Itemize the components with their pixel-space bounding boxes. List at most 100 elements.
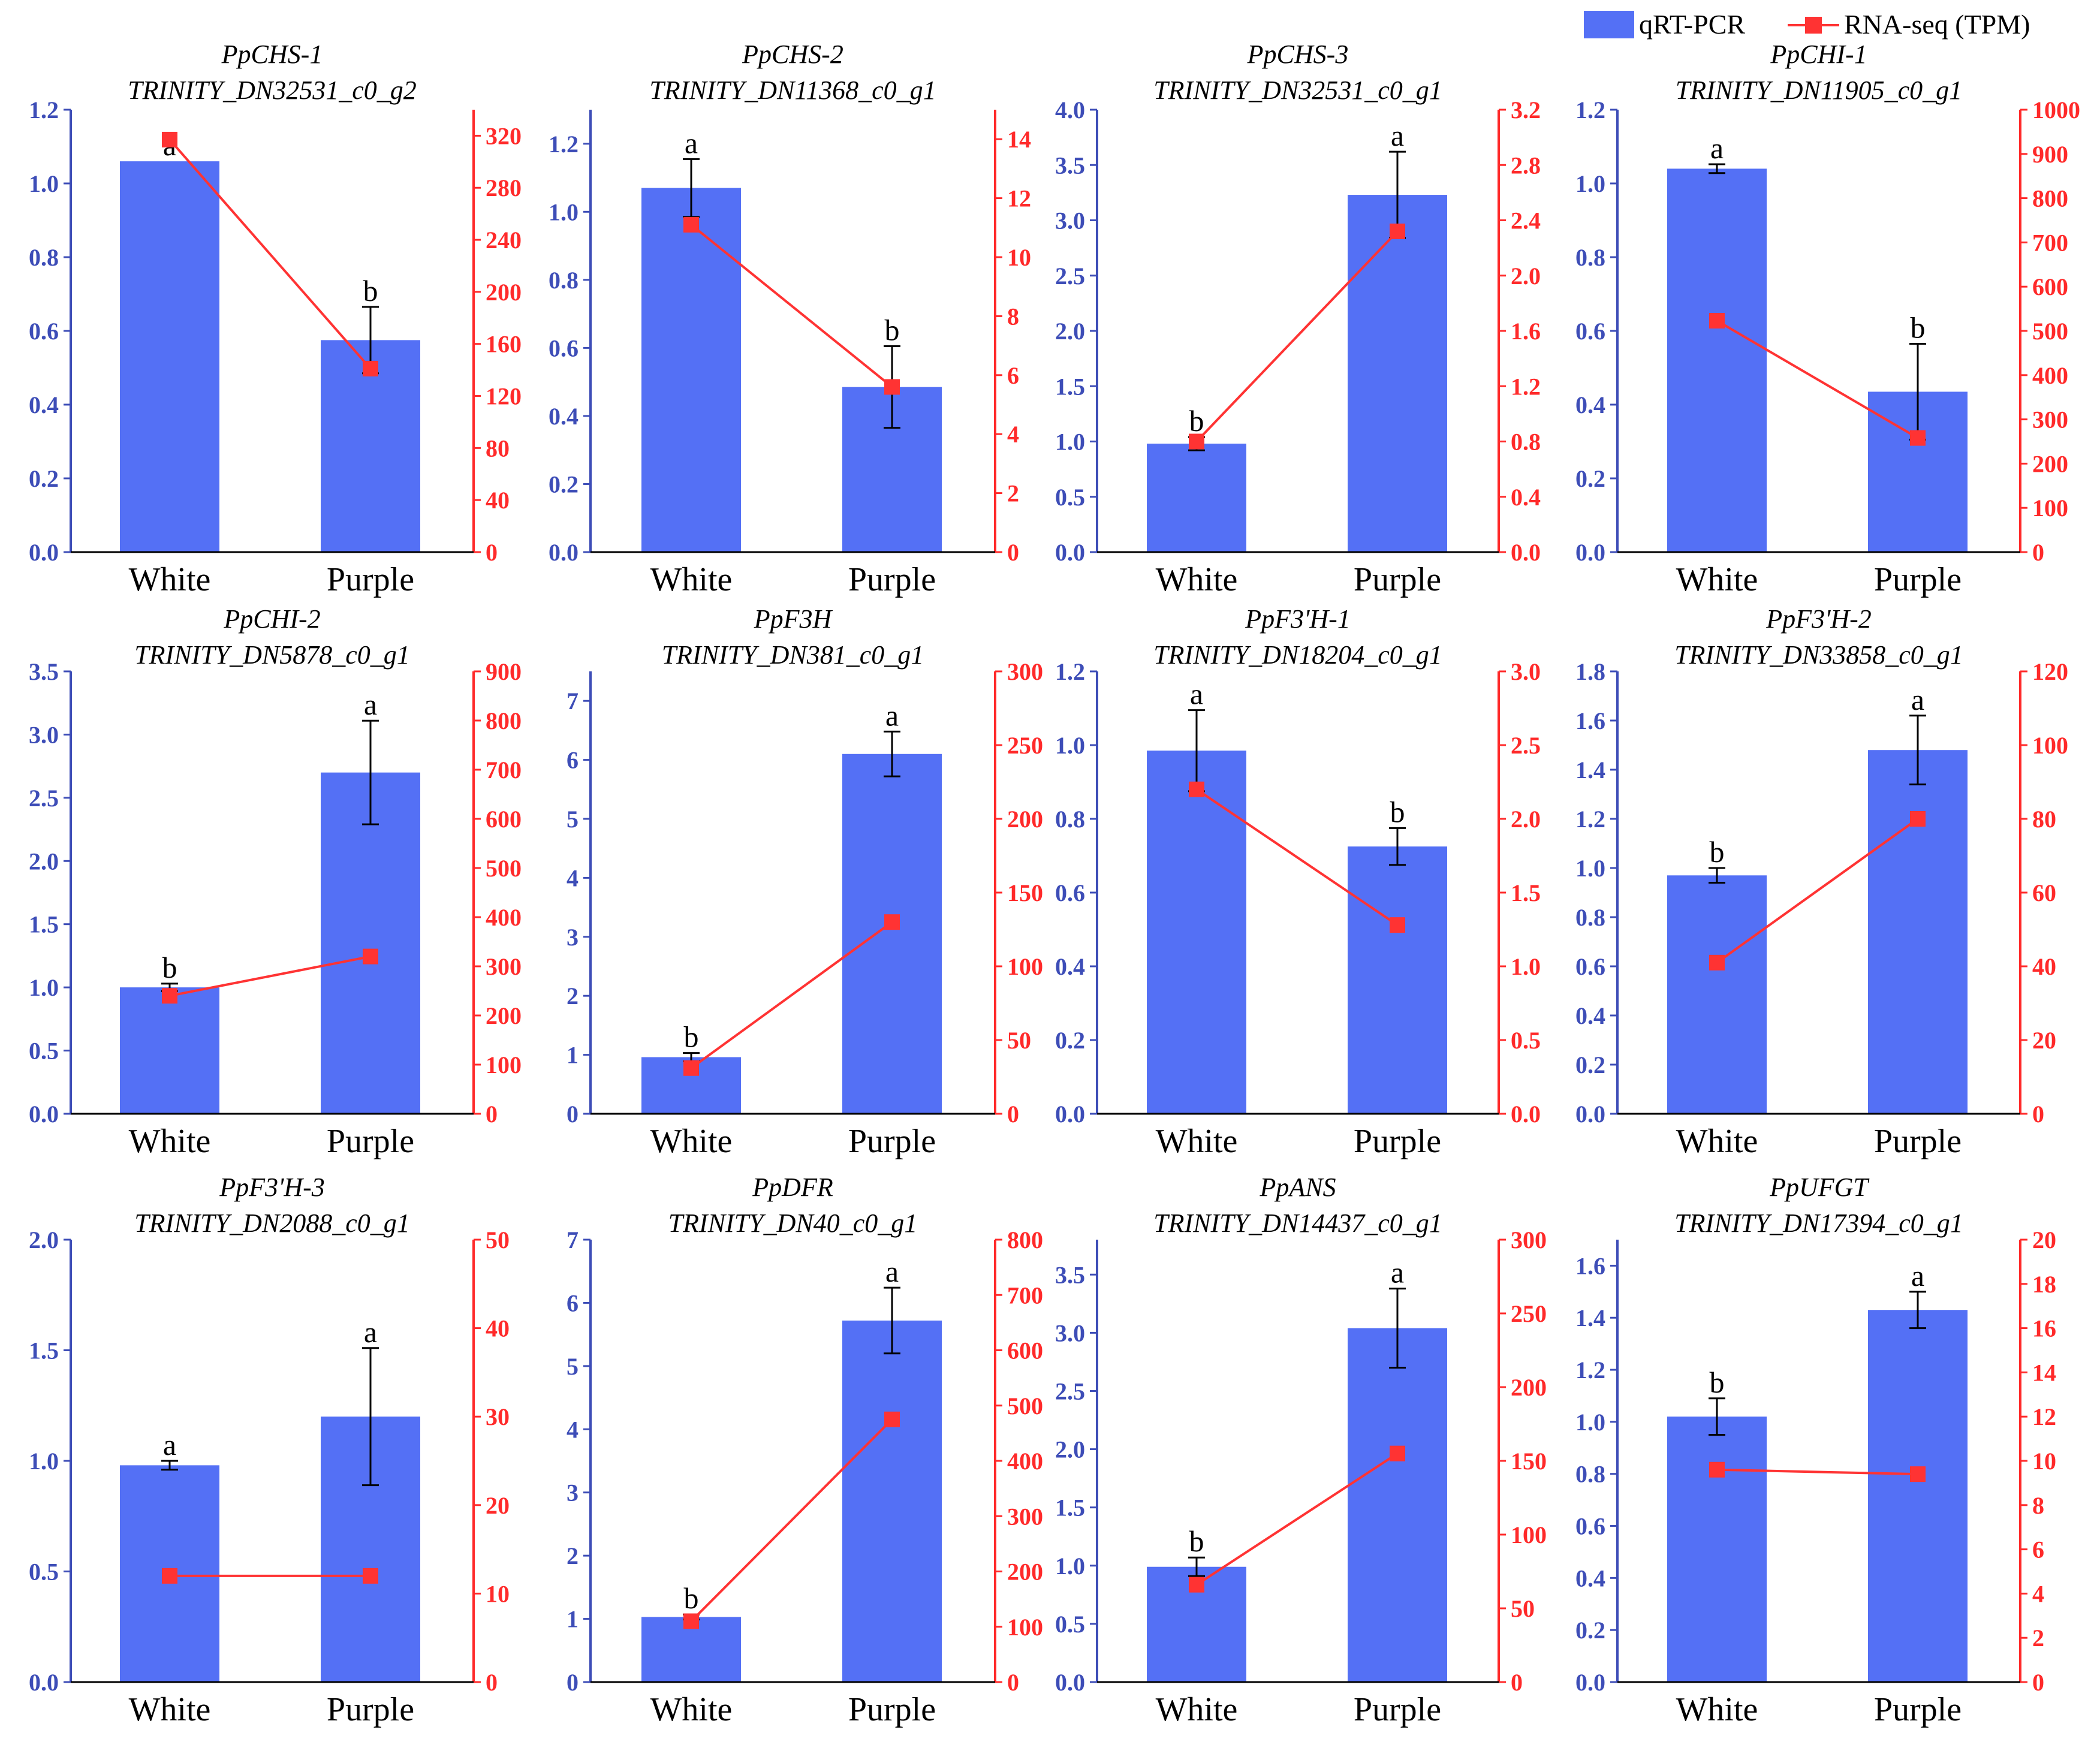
category-label-white: White [129,561,211,598]
right-tick-label: 0 [1007,1101,1019,1128]
right-tick-label: 500 [2032,318,2068,345]
left-tick-label: 1.2 [1575,1357,1605,1384]
chart-title-transcript: TRINITY_DN2088_c0_g1 [134,1208,410,1238]
significance-letter: b [363,274,378,308]
right-tick-label: 150 [1511,1448,1547,1475]
left-tick-label: 1.5 [29,911,59,938]
right-tick-label: 0 [1007,539,1019,566]
left-tick-label: 1.0 [29,170,59,197]
bar-purple [1868,1310,1968,1682]
left-tick-label: 1.0 [1055,429,1085,456]
chart-title-gene: PpANS [1259,1173,1336,1202]
right-tick-label: 700 [1007,1282,1043,1309]
chart-panel: PpF3'H-1 TRINITY_DN18204_c0_g1a White b Purp… [1055,604,1541,1160]
left-tick-label: 3.0 [1055,1319,1085,1346]
right-tick-label: 0.4 [1511,484,1541,511]
rnaseq-point [363,948,378,965]
category-label-white: White [650,1123,733,1160]
rnaseq-point [1189,433,1204,450]
significance-letter: a [1391,119,1404,152]
right-tick-label: 20 [2032,1226,2056,1253]
left-tick-label: 0.0 [1575,1669,1605,1696]
left-tick-label: 1.0 [1575,855,1605,882]
right-tick-label: 500 [486,855,522,882]
left-tick-label: 3.5 [1055,152,1085,179]
legend-line-label: RNA-seq (TPM) [1844,9,2030,40]
left-tick-label: 1.0 [1055,732,1085,759]
left-tick-label: 6 [567,747,579,774]
right-tick-label: 0 [486,1669,498,1696]
rnaseq-point [1189,1577,1204,1593]
right-tick-label: 80 [486,435,510,462]
bar-white [641,188,741,553]
right-tick-label: 700 [486,757,522,783]
left-tick-label: 0.0 [1055,1101,1085,1128]
right-tick-label: 100 [2032,732,2068,759]
left-tick-label: 1.2 [1575,806,1605,833]
right-tick-label: 500 [1007,1393,1043,1419]
right-tick-label: 120 [486,383,522,410]
right-tick-label: 200 [486,1002,522,1029]
right-tick-label: 280 [486,174,522,201]
chart-title-gene: PpF3'H-1 [1245,604,1351,634]
chart-title-transcript: TRINITY_DN18204_c0_g1 [1153,640,1442,670]
rnaseq-point [884,1411,900,1427]
bar-purple [1348,1328,1447,1682]
significance-letter: a [1710,131,1724,165]
rnaseq-line [169,955,371,997]
bar-white [1667,875,1767,1114]
category-label-white: White [1676,561,1758,598]
chart-title-transcript: TRINITY_DN33858_c0_g1 [1674,640,1963,670]
right-tick-label: 700 [2032,229,2068,256]
left-tick-label: 2.5 [1055,1378,1085,1405]
rnaseq-line [1716,818,1919,964]
rnaseq-point [1709,954,1725,971]
right-tick-label: 0 [1511,1669,1523,1696]
left-tick-label: 0.0 [1575,539,1605,566]
right-tick-label: 320 [486,122,522,149]
left-tick-label: 0.0 [29,539,59,566]
right-tick-label: 10 [2032,1448,2056,1475]
chart-title-gene: PpUFGT [1769,1173,1870,1202]
left-tick-label: 2.0 [29,848,59,875]
left-tick-label: 1.0 [29,974,59,1001]
bar-purple [321,772,420,1114]
significance-letter: b [1710,1366,1725,1399]
right-tick-label: 3.2 [1511,97,1541,123]
left-tick-label: 0.4 [549,403,579,430]
right-tick-label: 400 [486,904,522,931]
chart-panel: PpCHS-2 TRINITY_DN11368_c0_g1a White b Purpl… [549,40,1031,598]
rnaseq-line [690,224,893,388]
chart-title-gene: PpCHI-1 [1770,40,1867,69]
significance-letter: a [1911,683,1924,716]
left-tick-label: 1.8 [1575,658,1605,685]
chart-title-gene: PpCHS-2 [742,40,843,69]
left-tick-label: 0.8 [1575,904,1605,931]
category-label-white: White [1676,1123,1758,1160]
left-tick-label: 0 [567,1101,579,1128]
significance-letter: b [1390,795,1405,828]
left-tick-label: 1.2 [1575,97,1605,123]
significance-letter: b [1189,1524,1204,1558]
left-tick-label: 3.5 [1055,1261,1085,1288]
left-tick-label: 4 [567,864,579,891]
chart-panel: PpCHS-1TRINITY_DN32531_c0_g2aWhitebPurpl… [29,40,522,598]
right-tick-label: 20 [486,1492,510,1519]
right-tick-label: 250 [1007,732,1043,759]
right-tick-label: 100 [1511,1521,1547,1548]
right-tick-label: 0 [486,539,498,566]
right-tick-label: 30 [486,1403,510,1430]
right-tick-label: 40 [2032,953,2056,980]
category-label-white: White [1156,1691,1238,1728]
significance-letter: b [1710,835,1725,869]
right-tick-label: 150 [1007,879,1043,906]
rnaseq-line [1716,320,1919,439]
legend-bar-label: qRT-PCR [1639,9,1745,40]
category-label-purple: Purple [327,1123,414,1160]
bar-white [1147,751,1246,1114]
left-tick-label: 0.2 [549,471,579,498]
right-tick-label: 16 [2032,1315,2056,1342]
right-tick-label: 0.0 [1511,1101,1541,1128]
right-tick-label: 0.5 [1511,1027,1541,1054]
right-tick-label: 1.5 [1511,879,1541,906]
